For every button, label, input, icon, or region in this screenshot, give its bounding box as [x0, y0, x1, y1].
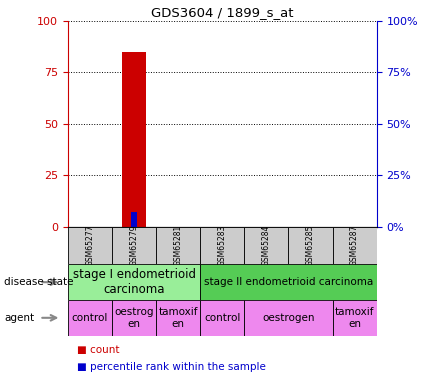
Bar	[156, 300, 200, 336]
Bar	[131, 212, 138, 227]
Text: stage I endometrioid
carcinoma: stage I endometrioid carcinoma	[73, 268, 195, 296]
Text: GSM65283: GSM65283	[218, 225, 227, 266]
Text: tamoxif
en: tamoxif en	[159, 307, 198, 328]
Text: GSM65277: GSM65277	[85, 225, 95, 266]
Text: disease state: disease state	[4, 277, 74, 287]
Text: agent: agent	[4, 313, 35, 323]
Bar	[200, 300, 244, 336]
Title: GDS3604 / 1899_s_at: GDS3604 / 1899_s_at	[151, 6, 293, 20]
Bar	[112, 300, 156, 336]
Text: control: control	[72, 313, 108, 323]
Bar	[332, 227, 377, 264]
Bar	[244, 300, 332, 336]
Text: oestrog
en: oestrog en	[114, 307, 154, 328]
Text: control: control	[204, 313, 240, 323]
Text: stage II endometrioid carcinoma: stage II endometrioid carcinoma	[204, 277, 373, 287]
Text: ■ count: ■ count	[77, 345, 119, 355]
Bar	[68, 227, 112, 264]
Text: GSM65287: GSM65287	[350, 225, 359, 266]
Bar	[68, 264, 200, 300]
Text: oestrogen: oestrogen	[262, 313, 315, 323]
Text: tamoxif
en: tamoxif en	[335, 307, 374, 328]
Text: ■ percentile rank within the sample: ■ percentile rank within the sample	[77, 362, 265, 372]
Bar	[156, 227, 200, 264]
Bar	[332, 300, 377, 336]
Bar	[200, 264, 377, 300]
Bar	[244, 227, 289, 264]
Text: GSM65284: GSM65284	[262, 225, 271, 266]
Bar	[68, 300, 112, 336]
Text: GSM65281: GSM65281	[174, 225, 183, 266]
Bar	[200, 227, 244, 264]
Text: GSM65279: GSM65279	[130, 225, 138, 266]
Text: GSM65285: GSM65285	[306, 225, 315, 266]
Bar	[122, 52, 146, 227]
Bar	[289, 227, 332, 264]
Bar	[112, 227, 156, 264]
